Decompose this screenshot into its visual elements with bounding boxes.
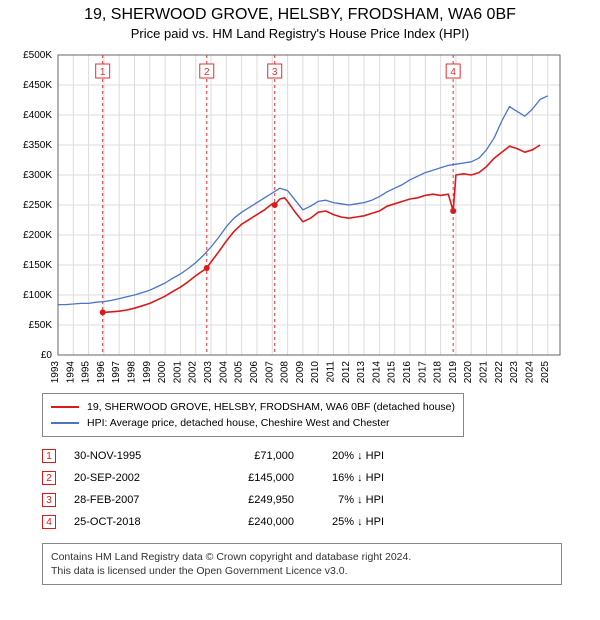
svg-text:2006: 2006 — [249, 361, 260, 384]
svg-text:1998: 1998 — [127, 361, 138, 384]
sale-price: £249,950 — [194, 494, 294, 506]
svg-text:2012: 2012 — [341, 361, 352, 384]
svg-text:£250K: £250K — [23, 200, 52, 211]
svg-text:2017: 2017 — [417, 361, 428, 384]
sale-price: £145,000 — [194, 472, 294, 484]
price-chart: £0 £50K £100K £150K £200K £250K £300K £350K £400… — [10, 47, 590, 387]
svg-text:2: 2 — [204, 67, 210, 78]
legend-row: HPI: Average price, detached house, Ches… — [51, 415, 455, 431]
svg-text:2007: 2007 — [264, 361, 275, 384]
legend-row: 19, SHERWOOD GROVE, HELSBY, FRODSHAM, WA… — [51, 399, 455, 415]
svg-text:2014: 2014 — [371, 361, 382, 384]
svg-text:2010: 2010 — [310, 361, 321, 384]
sale-row: 4 25-OCT-2018£240,00025% ↓ HPI — [42, 511, 590, 533]
legend: 19, SHERWOOD GROVE, HELSBY, FRODSHAM, WA… — [42, 393, 464, 437]
svg-text:£200K: £200K — [23, 230, 52, 241]
sale-pct-vs-hpi: 16% ↓ HPI — [294, 472, 384, 484]
svg-text:2013: 2013 — [356, 361, 367, 384]
svg-text:£450K: £450K — [23, 80, 52, 91]
sale-marker: 1 — [42, 449, 56, 463]
svg-text:1997: 1997 — [111, 361, 122, 384]
title-line-2: Price paid vs. HM Land Registry's House … — [10, 26, 590, 41]
svg-text:2020: 2020 — [463, 361, 474, 384]
sale-pct-vs-hpi: 7% ↓ HPI — [294, 494, 384, 506]
svg-text:1999: 1999 — [142, 361, 153, 384]
svg-text:2015: 2015 — [387, 361, 398, 384]
sale-marker: 4 — [42, 515, 56, 529]
sale-date: 28-FEB-2007 — [74, 494, 194, 506]
sales-table: 1 30-NOV-1995£71,00020% ↓ HPI 2 20-SEP-2002… — [42, 445, 590, 533]
chart-svg: £0 £50K £100K £150K £200K £250K £300K £350K £400… — [10, 47, 570, 387]
svg-text:1993: 1993 — [50, 361, 61, 384]
svg-text:2000: 2000 — [157, 361, 168, 384]
svg-text:2019: 2019 — [448, 361, 459, 384]
svg-text:2005: 2005 — [234, 361, 245, 384]
svg-text:2018: 2018 — [433, 361, 444, 384]
sale-marker: 2 — [42, 471, 56, 485]
sale-pct-vs-hpi: 25% ↓ HPI — [294, 516, 384, 528]
svg-text:2001: 2001 — [172, 361, 183, 384]
sale-row: 2 20-SEP-2002£145,00016% ↓ HPI — [42, 467, 590, 489]
svg-text:1996: 1996 — [96, 361, 107, 384]
svg-text:£0: £0 — [41, 350, 53, 361]
svg-text:£400K: £400K — [23, 110, 52, 121]
svg-text:£300K: £300K — [23, 170, 52, 181]
legend-label: 19, SHERWOOD GROVE, HELSBY, FRODSHAM, WA… — [87, 401, 455, 413]
svg-text:2023: 2023 — [509, 361, 520, 384]
sale-pct-vs-hpi: 20% ↓ HPI — [294, 450, 384, 462]
sale-row: 3 28-FEB-2007£249,9507% ↓ HPI — [42, 489, 590, 511]
svg-text:2008: 2008 — [280, 361, 291, 384]
svg-text:1: 1 — [100, 67, 106, 78]
svg-text:2003: 2003 — [203, 361, 214, 384]
svg-text:2004: 2004 — [218, 361, 229, 384]
chart-title: 19, SHERWOOD GROVE, HELSBY, FRODSHAM, WA… — [10, 6, 590, 41]
svg-text:4: 4 — [450, 67, 456, 78]
svg-text:1995: 1995 — [81, 361, 92, 384]
svg-text:£100K: £100K — [23, 290, 52, 301]
sale-price: £71,000 — [194, 450, 294, 462]
svg-text:£50K: £50K — [29, 320, 53, 331]
svg-text:£350K: £350K — [23, 140, 52, 151]
sale-date: 20-SEP-2002 — [74, 472, 194, 484]
legend-label: HPI: Average price, detached house, Ches… — [87, 417, 390, 429]
sale-date: 30-NOV-1995 — [74, 450, 194, 462]
svg-text:2002: 2002 — [188, 361, 199, 384]
sale-row: 1 30-NOV-1995£71,00020% ↓ HPI — [42, 445, 590, 467]
footer-line-2: This data is licensed under the Open Gov… — [51, 564, 553, 578]
svg-text:2011: 2011 — [325, 361, 336, 383]
svg-text:1994: 1994 — [65, 361, 76, 384]
svg-text:2016: 2016 — [402, 361, 413, 384]
svg-text:2025: 2025 — [540, 361, 551, 384]
legend-swatch — [51, 406, 79, 408]
legend-swatch — [51, 422, 79, 424]
svg-text:£150K: £150K — [23, 260, 52, 271]
title-line-1: 19, SHERWOOD GROVE, HELSBY, FRODSHAM, WA… — [10, 6, 590, 24]
sale-marker: 3 — [42, 493, 56, 507]
svg-text:2024: 2024 — [524, 361, 535, 384]
footer-attribution: Contains HM Land Registry data © Crown c… — [42, 543, 562, 585]
sale-price: £240,000 — [194, 516, 294, 528]
svg-text:3: 3 — [272, 67, 278, 78]
svg-text:2009: 2009 — [295, 361, 306, 384]
footer-line-1: Contains HM Land Registry data © Crown c… — [51, 550, 553, 564]
svg-text:2022: 2022 — [494, 361, 505, 384]
svg-text:2021: 2021 — [479, 361, 490, 384]
sale-date: 25-OCT-2018 — [74, 516, 194, 528]
svg-text:£500K: £500K — [23, 50, 52, 61]
